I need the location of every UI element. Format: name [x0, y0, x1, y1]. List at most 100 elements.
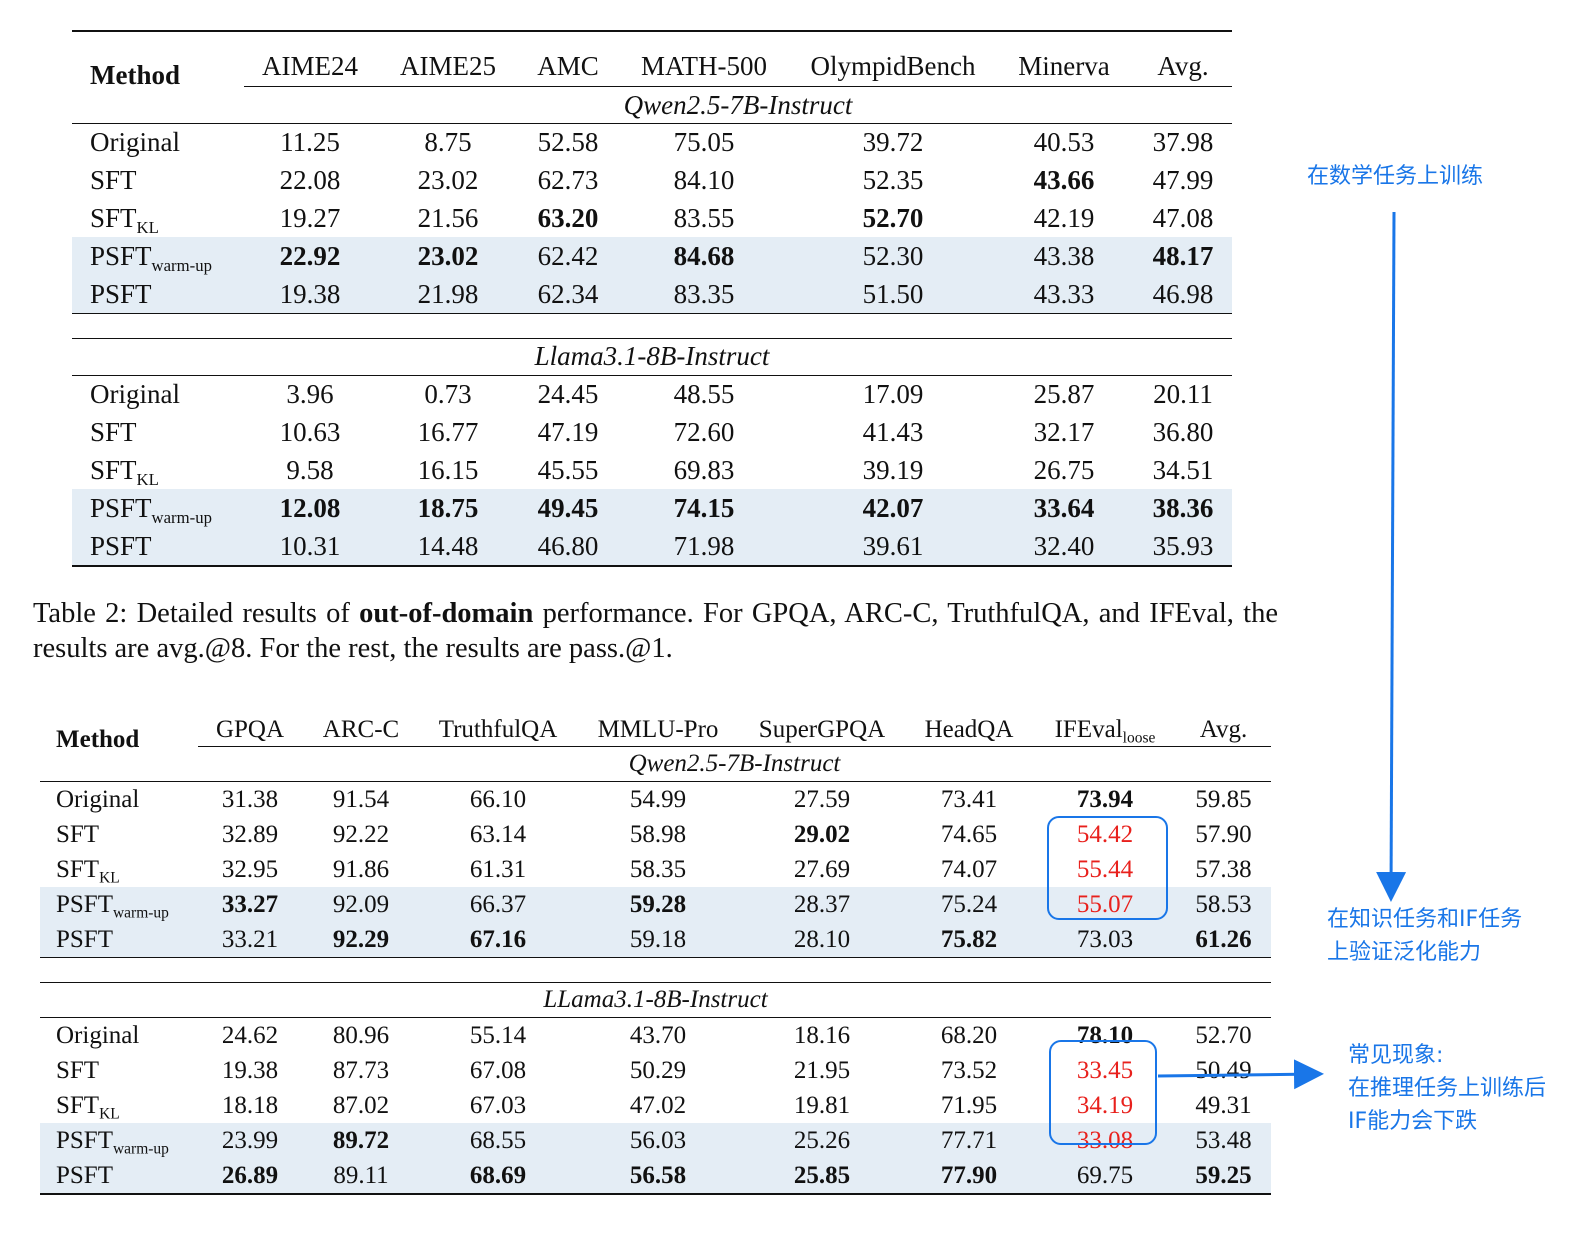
value-cell: 24.62: [221, 1021, 279, 1049]
value-cell: 27.59: [740, 781, 904, 817]
method-header: Method: [56, 725, 140, 753]
method-header: Method: [72, 30, 244, 124]
value-cell: 80.96: [332, 1021, 390, 1049]
model-group-row: LLama3.1-8B-Instruct: [40, 982, 1271, 1018]
table-2-caption: Table 2: Detailed results of out-of-doma…: [33, 598, 1278, 664]
value-cell: 26.89: [198, 1158, 302, 1195]
value-cell: 57.38: [1195, 855, 1252, 883]
value-cell: 84.68: [616, 237, 792, 276]
value-cell: 39.61: [792, 527, 994, 567]
value-cell: 18.18: [221, 1091, 279, 1119]
value-cell: 91.54: [302, 781, 420, 817]
value-cell: 42.19: [1033, 202, 1095, 233]
table-row: SFTKL 18.18 87.02 67.03 47.02 19.81 71.95 34.19…: [40, 1088, 1271, 1123]
value-cell: 47.08: [1152, 202, 1214, 233]
value-cell: 11.25: [244, 122, 376, 162]
value-cell: 73.94: [1034, 781, 1176, 817]
value-cell: 50.29: [629, 1056, 687, 1084]
method-cell: Original: [56, 1021, 140, 1049]
value-cell: 32.89: [221, 820, 279, 848]
value-cell: 59.25: [1176, 1158, 1271, 1195]
value-cell: 47.02: [629, 1091, 687, 1119]
value-cell: 75.05: [616, 122, 792, 162]
value-cell: 68.55: [420, 1123, 576, 1158]
value-cell: 19.27: [279, 202, 341, 233]
value-cell: 18.16: [793, 1021, 851, 1049]
value-cell: 19.81: [793, 1091, 851, 1119]
value-cell: 35.93: [1134, 527, 1232, 567]
value-cell: 25.85: [740, 1158, 904, 1195]
highlight-box-llama-ifeval: [1049, 1040, 1157, 1145]
value-cell: 43.70: [629, 1021, 687, 1049]
value-cell: 61.26: [1176, 922, 1271, 958]
value-cell: 33.64: [994, 489, 1134, 528]
value-cell: 33.27: [198, 887, 302, 922]
value-cell: 48.17: [1134, 237, 1232, 276]
value-cell: 58.98: [629, 820, 687, 848]
value-cell: 87.02: [332, 1091, 390, 1119]
value-cell: 10.63: [279, 417, 341, 448]
value-cell: 34.19: [1076, 1091, 1134, 1119]
method-cell: SFTKL: [56, 855, 120, 886]
value-cell: 45.55: [537, 454, 599, 485]
out-of-domain-results-table: Method GPQA ARC-C TruthfulQA MMLU-Pro SuperGP…: [40, 700, 1271, 1195]
value-cell: 16.15: [417, 454, 479, 485]
table-row: PSFT 33.21 92.29 67.16 59.18 28.10 75.82 73.03 6…: [40, 922, 1271, 958]
value-cell: 25.26: [740, 1123, 904, 1158]
value-cell: 46.98: [1134, 275, 1232, 314]
value-cell: 14.48: [376, 527, 520, 567]
value-cell: 66.37: [420, 887, 576, 922]
value-cell: 20.11: [1153, 379, 1213, 410]
method-cell: SFTKL: [90, 202, 159, 237]
table-row: SFT 10.63 16.77 47.19 72.60 41.43 32.17 36.80: [72, 414, 1232, 452]
method-cell: PSFT: [72, 527, 244, 567]
value-cell: 21.98: [376, 275, 520, 314]
table-row: Original 3.96 0.73 24.45 48.55 17.09 25.87 20.1…: [72, 375, 1232, 413]
method-cell: SFTKL: [90, 454, 159, 489]
table-row: PSFTwarm-up 22.92 23.02 62.42 84.68 52.30 43.3…: [72, 237, 1232, 276]
value-cell: 52.70: [1195, 1021, 1252, 1049]
method-cell: PSFTwarm-up: [72, 489, 244, 528]
value-cell: 77.71: [904, 1123, 1034, 1158]
annotation-common-phenomenon: 常见现象: 在推理任务上训练后 IF能力会下跌: [1348, 1043, 1547, 1134]
value-cell: 23.02: [376, 237, 520, 276]
value-cell: 33.21: [198, 922, 302, 958]
value-cell: 0.73: [424, 379, 472, 410]
value-cell: 27.69: [793, 855, 851, 883]
value-cell: 52.58: [520, 122, 616, 162]
value-cell: 40.53: [994, 122, 1134, 162]
column-header: MATH-500: [616, 30, 792, 87]
column-header: SuperGPQA: [758, 716, 886, 743]
value-cell: 26.75: [1033, 454, 1095, 485]
value-cell: 59.18: [576, 922, 740, 958]
value-cell: 68.69: [420, 1158, 576, 1195]
column-header: Avg.: [1134, 30, 1232, 87]
value-cell: 8.75: [376, 122, 520, 162]
column-header: AMC: [520, 30, 616, 87]
value-cell: 59.28: [576, 887, 740, 922]
value-cell: 19.38: [221, 1056, 279, 1084]
table-row: SFTKL 32.95 91.86 61.31 58.35 27.69 74.07 55.44…: [40, 852, 1271, 887]
value-cell: 49.45: [520, 489, 616, 528]
model-group-row: Qwen2.5-7B-Instruct: [40, 746, 1271, 782]
table-row: SFTKL 9.58 16.15 45.55 69.83 39.19 26.75 34.51: [72, 452, 1232, 490]
method-cell: PSFTwarm-up: [40, 1123, 198, 1158]
value-cell: 47.99: [1152, 165, 1214, 196]
value-cell: 74.07: [940, 855, 998, 883]
highlight-box-qwen-ifeval: [1047, 816, 1168, 920]
model-name: Llama3.1-8B-Instruct: [72, 337, 1232, 376]
column-header: Minerva: [994, 30, 1134, 87]
value-cell: 39.72: [792, 122, 994, 162]
value-cell: 67.08: [469, 1056, 527, 1084]
value-cell: 46.80: [520, 527, 616, 567]
table-row: PSFTwarm-up 33.27 92.09 66.37 59.28 28.37 75.2…: [40, 887, 1271, 922]
table-row: Original 24.62 80.96 55.14 43.70 18.16 68.20 78…: [40, 1018, 1271, 1054]
value-cell: 73.52: [940, 1056, 998, 1084]
value-cell: 52.30: [792, 237, 994, 276]
value-cell: 21.56: [417, 202, 479, 233]
value-cell: 38.36: [1134, 489, 1232, 528]
value-cell: 58.35: [629, 855, 687, 883]
method-cell: SFT: [56, 1056, 100, 1084]
arrow-down: [1376, 211, 1407, 902]
model-group-row: Qwen2.5-7B-Instruct: [72, 86, 1232, 124]
